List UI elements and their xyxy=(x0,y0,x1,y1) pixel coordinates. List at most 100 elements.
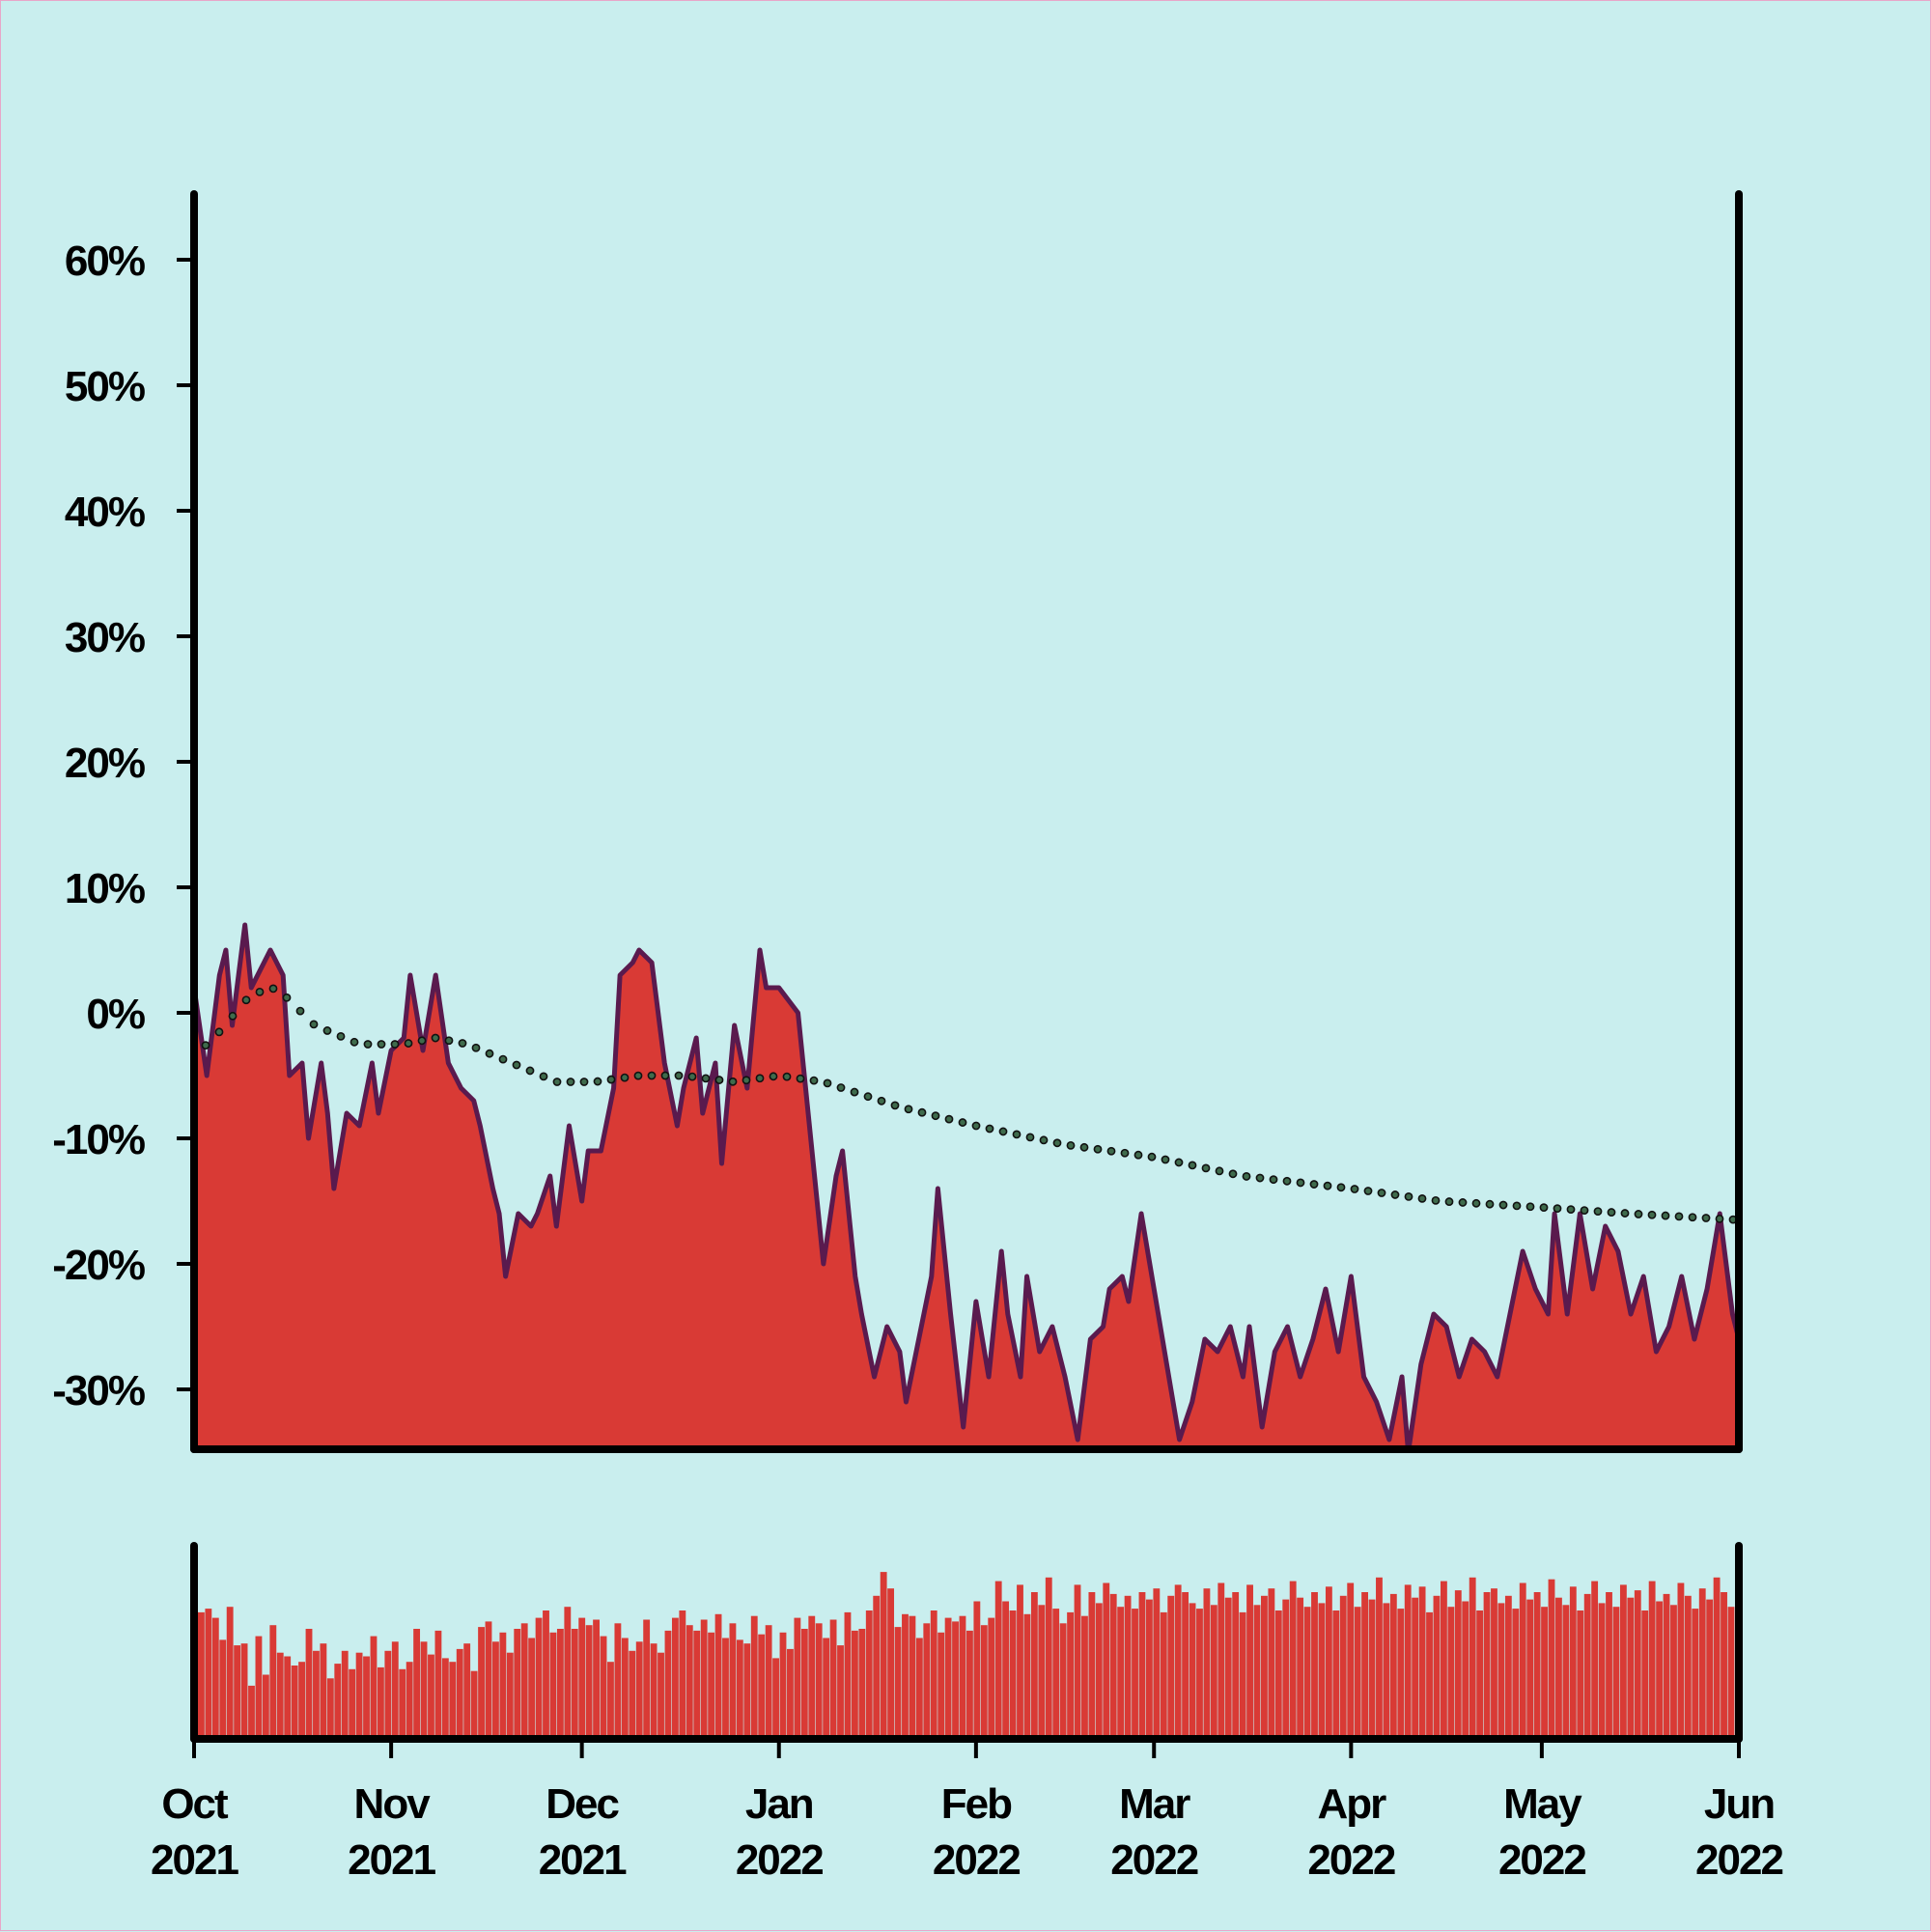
volume-bar xyxy=(693,1630,701,1739)
volume-bar xyxy=(1368,1599,1376,1739)
volume-bar xyxy=(240,1643,248,1739)
volume-bar xyxy=(1376,1577,1383,1739)
volume-bar xyxy=(456,1648,463,1739)
trend-dot xyxy=(431,1033,440,1043)
volume-bar xyxy=(994,1581,1002,1739)
trend-dot xyxy=(633,1071,643,1080)
volume-bar xyxy=(262,1674,269,1739)
trend-dot xyxy=(1106,1146,1116,1156)
trend-dot xyxy=(728,1077,738,1086)
volume-bar xyxy=(1569,1586,1577,1739)
volume-bar xyxy=(1224,1597,1232,1739)
volume-bar xyxy=(370,1636,378,1739)
volume-bar xyxy=(1476,1610,1484,1739)
volume-bar xyxy=(363,1656,370,1739)
x-tick-label-month: May xyxy=(1503,1780,1582,1828)
volume-bar xyxy=(1677,1582,1685,1739)
trend-dot xyxy=(201,1041,210,1050)
volume-bar xyxy=(1634,1590,1641,1739)
volume-bar xyxy=(787,1648,794,1739)
volume-bar xyxy=(1562,1605,1570,1739)
volume-bar xyxy=(658,1652,664,1739)
volume-bar xyxy=(1282,1599,1290,1739)
trend-dot xyxy=(458,1039,467,1048)
trend-dot xyxy=(1323,1181,1332,1190)
trend-dot xyxy=(377,1040,386,1049)
trend-dot xyxy=(742,1076,751,1085)
trend-dot xyxy=(444,1036,454,1046)
trend-dot xyxy=(579,1078,589,1086)
trend-dot xyxy=(931,1111,940,1121)
volume-bar xyxy=(1727,1607,1735,1739)
volume-bar xyxy=(736,1639,743,1739)
trend-dot xyxy=(1715,1214,1724,1223)
volume-bar xyxy=(514,1629,521,1739)
trend-dot xyxy=(1539,1203,1549,1213)
trend-dot xyxy=(309,1020,319,1029)
volume-bar xyxy=(520,1623,528,1739)
volume-bar xyxy=(377,1666,384,1739)
trend-dot xyxy=(404,1039,413,1048)
trend-dot xyxy=(1566,1205,1576,1215)
volume-bar xyxy=(1389,1593,1397,1739)
volume-bar xyxy=(1318,1603,1326,1739)
volume-bar xyxy=(1325,1586,1332,1739)
volume-bar xyxy=(470,1670,478,1739)
trend-dot xyxy=(1607,1208,1616,1217)
volume-bar xyxy=(506,1652,514,1739)
trend-dot xyxy=(471,1043,481,1052)
volume-bar xyxy=(1017,1584,1023,1739)
volume-bar xyxy=(384,1650,392,1739)
volume-bar xyxy=(1447,1607,1455,1739)
volume-bar xyxy=(326,1678,334,1739)
volume-bar xyxy=(1117,1607,1125,1739)
volume-bar xyxy=(1189,1603,1196,1739)
volume-bar xyxy=(1606,1592,1612,1739)
trend-dot xyxy=(295,1006,305,1016)
volume-bar xyxy=(973,1601,981,1739)
volume-bar xyxy=(1217,1582,1225,1739)
volume-bar xyxy=(909,1615,916,1739)
trend-dot xyxy=(485,1049,494,1058)
volume-bar xyxy=(1454,1590,1462,1739)
trend-dot xyxy=(769,1072,778,1081)
volume-bar xyxy=(1023,1613,1031,1739)
trend-dot xyxy=(1620,1209,1630,1218)
trend-dot xyxy=(512,1060,521,1070)
trend-dot xyxy=(1025,1133,1035,1142)
volume-bar xyxy=(1462,1601,1469,1739)
trend-dot xyxy=(958,1118,967,1127)
volume-bar xyxy=(621,1638,629,1739)
trend-dot xyxy=(1350,1185,1359,1193)
trend-dot xyxy=(1242,1172,1251,1181)
trend-dot xyxy=(1634,1210,1643,1218)
trend-dot xyxy=(566,1078,575,1086)
trend-dot xyxy=(863,1092,873,1102)
volume-bar xyxy=(1526,1599,1534,1739)
volume-bar xyxy=(1656,1601,1664,1739)
volume-bar xyxy=(276,1652,284,1739)
x-tick-label-year: 2022 xyxy=(933,1836,1020,1884)
trend-dot xyxy=(1255,1173,1265,1183)
volume-bar xyxy=(944,1617,952,1739)
volume-bar xyxy=(1167,1595,1175,1739)
volume-bar xyxy=(1232,1592,1240,1739)
volume-bar xyxy=(1627,1597,1635,1739)
volume-bar xyxy=(1469,1577,1476,1739)
volume-bar xyxy=(1081,1615,1088,1739)
trend-dot xyxy=(228,1011,238,1021)
volume-bar xyxy=(1670,1605,1677,1739)
trend-dot xyxy=(714,1076,724,1084)
volume-bar xyxy=(1174,1584,1182,1739)
volume-bar xyxy=(1311,1592,1318,1739)
volume-bar xyxy=(1491,1588,1497,1739)
trend-dot xyxy=(1363,1187,1373,1195)
volume-bar xyxy=(714,1613,722,1739)
y-tick-label: -10% xyxy=(52,1116,145,1163)
trend-dot xyxy=(552,1078,562,1086)
volume-bar xyxy=(434,1630,442,1739)
volume-bar xyxy=(600,1636,607,1739)
trend-dot xyxy=(1431,1195,1441,1205)
volume-bar xyxy=(629,1650,636,1739)
